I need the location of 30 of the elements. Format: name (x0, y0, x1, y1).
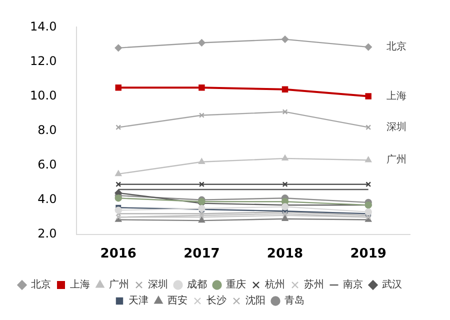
annotation: 广州 (386, 154, 406, 166)
legend-label: 天津 (128, 294, 148, 307)
y-tick-label: 2.0 (38, 226, 57, 241)
y-tick-label: 8.0 (38, 122, 57, 137)
x-tick-label: 2018 (266, 246, 304, 262)
legend-label: 苏州 (304, 278, 324, 291)
annotation: 北京 (386, 40, 406, 53)
legend-label: 杭州 (264, 278, 285, 291)
x-tick-label: 2019 (350, 246, 386, 262)
legend-label: 南京 (343, 278, 363, 291)
y-tick-label: 12.0 (30, 54, 57, 68)
legend-label: 西安 (168, 294, 188, 307)
legend-label: 长沙 (206, 294, 226, 307)
x-tick-label: 2017 (184, 246, 220, 262)
legend-label: 重庆 (226, 278, 246, 291)
legend-label: 广州 (109, 278, 129, 291)
x-tick-label: 2016 (100, 246, 136, 262)
y-tick-label: 6.0 (38, 157, 57, 172)
legend-label: 沈阳 (246, 294, 266, 307)
legend-label: 青岛 (284, 294, 304, 307)
legend-label: 深圳 (148, 278, 168, 291)
y-tick-label: 10.0 (30, 88, 57, 102)
legend-label: 上海 (70, 278, 90, 291)
y-tick-label: 14.0 (30, 19, 57, 34)
y-tick-label: 4.0 (38, 192, 57, 206)
annotation: 深圳 (386, 120, 406, 133)
legend-label: 北京 (31, 278, 51, 291)
annotation: 上海 (386, 90, 406, 102)
legend-label: 武汉 (382, 278, 402, 291)
legend-label: 成都 (187, 278, 207, 291)
